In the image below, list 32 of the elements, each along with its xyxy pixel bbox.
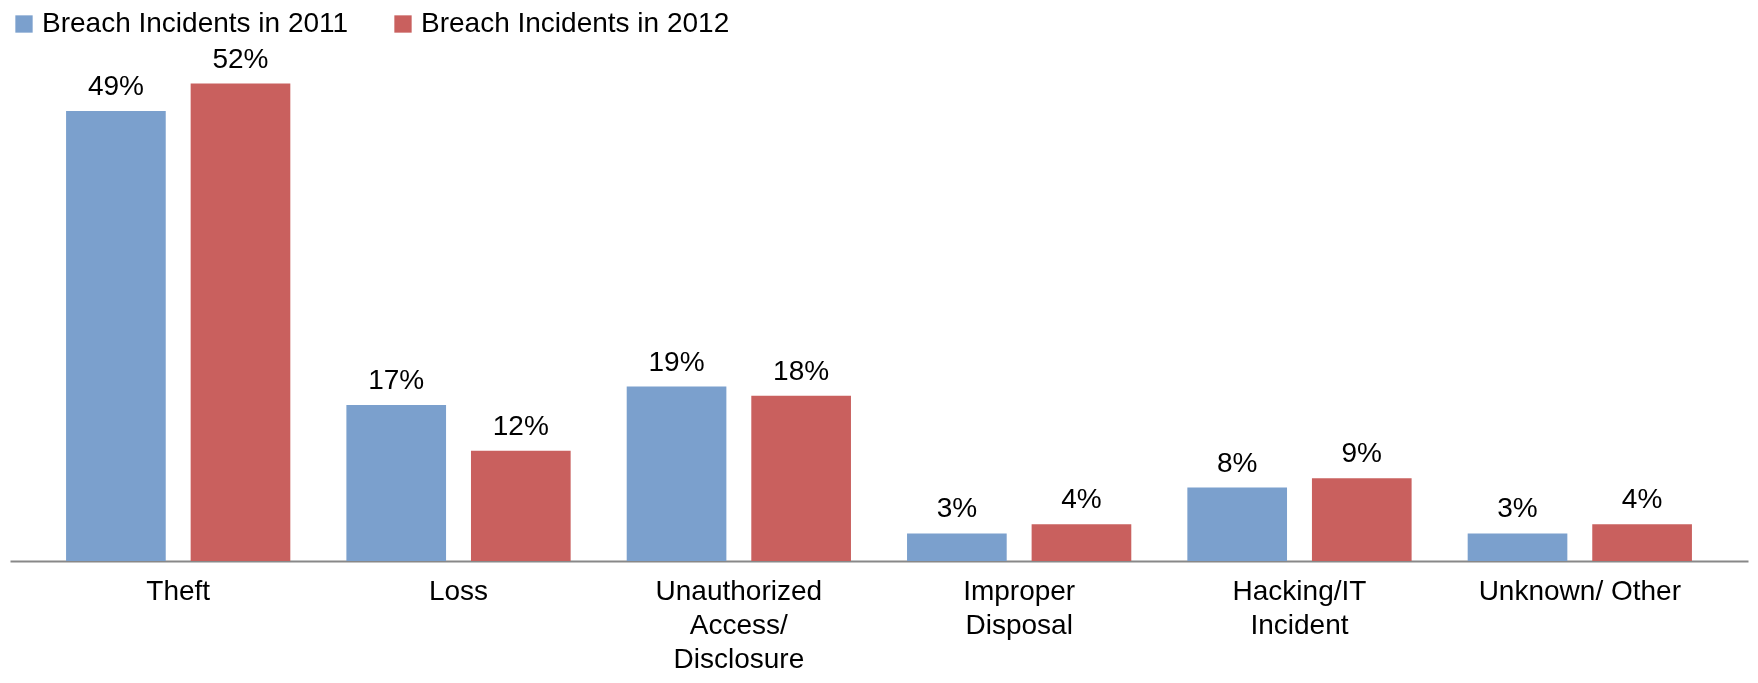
bar xyxy=(1311,478,1412,561)
x-tick-label: Unauthorized Access/ Disclosure xyxy=(655,574,823,674)
legend-label: Breach Incidents in 2011 xyxy=(42,7,349,38)
data-label: 4% xyxy=(1061,483,1102,515)
bar xyxy=(190,83,291,561)
data-label: 3% xyxy=(936,492,978,524)
bar xyxy=(470,450,571,561)
x-tick-label: Hacking/IT Incident xyxy=(1232,574,1367,640)
data-label: 3% xyxy=(1497,492,1538,524)
data-label: 8% xyxy=(1216,446,1258,478)
data-label: 17% xyxy=(368,363,425,395)
bar xyxy=(907,533,1007,561)
data-label: 9% xyxy=(1341,437,1383,469)
bar xyxy=(1592,524,1692,561)
bar xyxy=(1467,533,1568,561)
data-label: 49% xyxy=(87,70,144,102)
bar xyxy=(346,404,447,561)
bar xyxy=(1031,524,1132,561)
data-label: 19% xyxy=(648,345,705,377)
bar xyxy=(66,111,166,561)
data-label: 18% xyxy=(773,354,830,386)
x-tick-label: Theft xyxy=(146,574,211,606)
bar xyxy=(1187,487,1288,561)
bar xyxy=(626,386,727,561)
data-label: 12% xyxy=(492,409,549,441)
data-label: 52% xyxy=(212,42,269,74)
data-label: 4% xyxy=(1621,483,1663,515)
legend-label: Breach Incidents in 2012 xyxy=(421,7,730,38)
x-tick-label: Loss xyxy=(428,574,489,606)
bar xyxy=(751,395,851,561)
x-tick-label: Unknown/ Other xyxy=(1478,574,1681,606)
x-tick-label: Improper Disposal xyxy=(963,574,1076,640)
